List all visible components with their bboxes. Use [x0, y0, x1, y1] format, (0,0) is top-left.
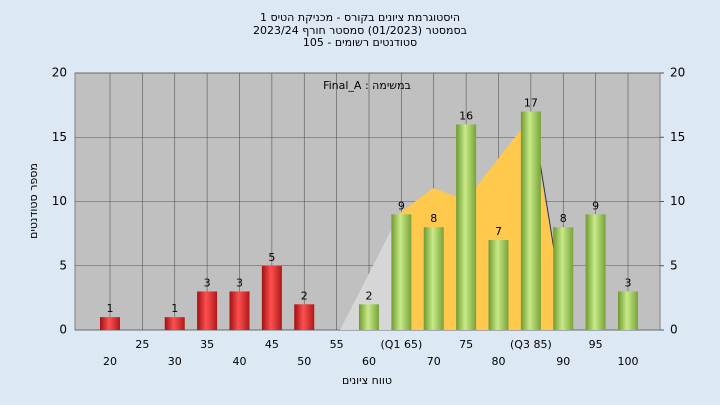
x-tick-label: 60: [362, 355, 376, 368]
bar: [359, 304, 379, 330]
y-tick-label: 5: [59, 258, 67, 272]
x-tick-label: 95: [589, 338, 603, 351]
data-label: 9: [398, 199, 405, 212]
bar: [261, 265, 282, 330]
x-tick-label: 55: [330, 338, 344, 351]
x-axis-label: טווח ציונים: [342, 374, 392, 387]
y2-tick-label: 0: [670, 323, 678, 337]
x-tick-label: 75: [459, 338, 473, 351]
y2-tick-label: 10: [670, 194, 685, 208]
chart-subtitle: בסמסטר (01/2023) סמסטר חורף 2023/24: [253, 24, 467, 37]
y-tick-label: 15: [52, 130, 67, 144]
data-label: 2: [301, 289, 308, 302]
bar: [456, 124, 477, 331]
y-tick-label: 20: [52, 66, 67, 80]
y-tick-label: 10: [52, 194, 67, 208]
x-tick-label: 40: [233, 355, 247, 368]
bar: [553, 227, 574, 330]
x-tick-label: 35: [200, 338, 214, 351]
x-tick-label: 30: [168, 355, 182, 368]
x-tick-label: 45: [265, 338, 279, 351]
data-label: 16: [459, 109, 473, 122]
shade-area: [340, 213, 400, 330]
data-label: 9: [592, 199, 599, 212]
bar: [197, 291, 218, 330]
bar: [585, 214, 606, 330]
y-axis-label: מספר סטודנטים: [27, 163, 40, 239]
bar: [391, 214, 412, 330]
data-label: 3: [204, 276, 211, 289]
data-label: 3: [236, 276, 243, 289]
x-tick-label: (Q1 65): [381, 338, 423, 351]
y-tick-label: 0: [59, 323, 67, 337]
x-tick-label: 70: [427, 355, 441, 368]
data-label: 2: [366, 289, 373, 302]
y2-tick-label: 20: [670, 66, 685, 80]
bar: [164, 317, 185, 330]
annotation: Final_A : במשימה: [323, 79, 411, 92]
x-tick-label: 100: [618, 355, 639, 368]
bar: [520, 111, 541, 330]
bar: [100, 317, 120, 330]
x-tick-label: 20: [103, 355, 117, 368]
data-label: 3: [625, 276, 632, 289]
bar: [294, 304, 315, 330]
bars: [100, 111, 638, 331]
x-tick-label: 80: [492, 355, 506, 368]
x-tick-label: 90: [556, 355, 570, 368]
x-tick-label: (Q3 85): [510, 338, 552, 351]
data-label: 1: [107, 302, 114, 315]
y2-tick-label: 5: [670, 258, 678, 272]
data-label: 1: [171, 302, 178, 315]
bar: [423, 227, 444, 330]
x-tick-label: 25: [135, 338, 149, 351]
x-tick-label: 50: [297, 355, 311, 368]
y2-tick-label: 15: [670, 130, 685, 144]
data-label: 7: [495, 225, 502, 238]
data-label: 5: [268, 251, 275, 264]
bar: [229, 291, 250, 330]
chart-title: היסטוגרמת ציונים בקורס - מכניקת הטיס 1: [260, 11, 460, 24]
chart-subtitle: סטודנטים רשומים - 105: [303, 36, 417, 49]
data-label: 8: [430, 212, 437, 225]
data-label: 17: [524, 97, 538, 110]
bar: [488, 240, 509, 330]
data-label: 8: [560, 212, 567, 225]
bar: [618, 291, 638, 330]
